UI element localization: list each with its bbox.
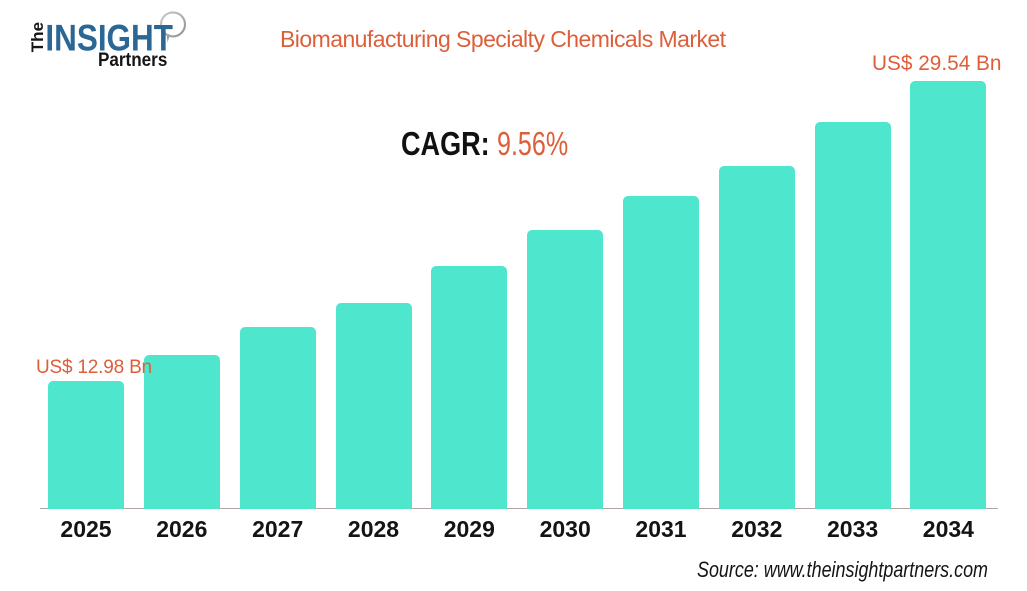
svg-text:The: The [28, 22, 47, 52]
svg-text:Partners: Partners [98, 49, 167, 70]
svg-text:INSIGHT: INSIGHT [45, 18, 173, 59]
